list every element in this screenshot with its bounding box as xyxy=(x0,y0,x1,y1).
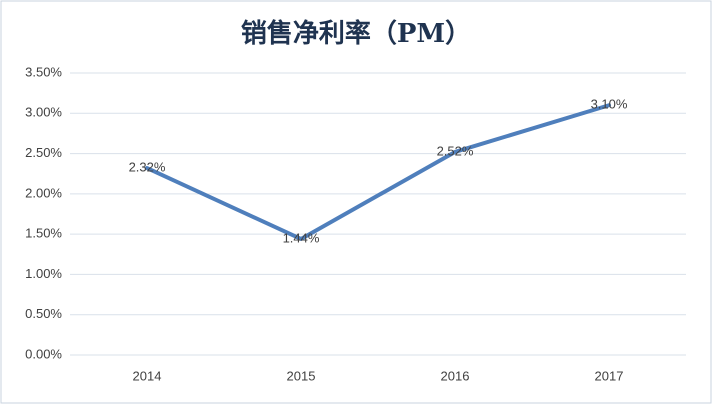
x-tick-label: 2017 xyxy=(595,368,624,383)
y-tick-label: 1.00% xyxy=(25,266,62,281)
y-tick-label: 1.50% xyxy=(25,226,62,241)
data-line xyxy=(145,103,611,241)
y-tick-label: 3.50% xyxy=(25,64,62,79)
y-tick-label: 3.00% xyxy=(25,105,62,120)
y-tick-label: 0.50% xyxy=(25,306,62,321)
x-tick-label: 2016 xyxy=(441,368,470,383)
data-label: 2.52% xyxy=(437,143,474,158)
y-tick-label: 0.00% xyxy=(25,346,62,361)
y-tick-label: 2.00% xyxy=(25,185,62,200)
x-tick-label: 2015 xyxy=(287,368,316,383)
data-label: 2.32% xyxy=(129,160,166,175)
data-label: 3.10% xyxy=(591,97,628,112)
y-tick-label: 2.50% xyxy=(25,145,62,160)
chart-title: 销售净利率（PM） xyxy=(241,18,471,49)
data-label: 1.44% xyxy=(283,230,320,245)
x-tick-label: 2014 xyxy=(133,368,162,383)
